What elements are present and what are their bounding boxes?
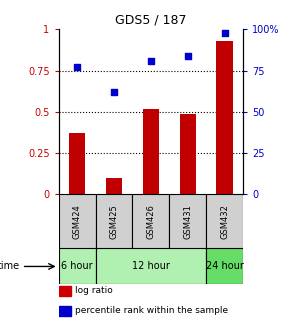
- Bar: [59, 195, 96, 249]
- Bar: [106, 178, 122, 195]
- Text: 6 hour: 6 hour: [61, 262, 93, 271]
- Text: GSM425: GSM425: [110, 204, 118, 239]
- Point: [149, 58, 153, 63]
- Text: GSM424: GSM424: [73, 204, 81, 239]
- Bar: [217, 41, 233, 195]
- Text: time: time: [0, 262, 20, 271]
- Bar: [132, 195, 169, 249]
- Text: 24 hour: 24 hour: [206, 262, 244, 271]
- Bar: [169, 195, 206, 249]
- Point: [75, 65, 79, 70]
- Text: 12 hour: 12 hour: [132, 262, 170, 271]
- Point: [112, 90, 116, 95]
- Bar: [206, 195, 243, 249]
- Bar: [206, 249, 243, 284]
- Bar: [59, 249, 96, 284]
- Point: [222, 30, 227, 35]
- Bar: [96, 195, 132, 249]
- Bar: [96, 249, 206, 284]
- Bar: [69, 133, 85, 195]
- Bar: [143, 109, 159, 195]
- Point: [185, 53, 190, 59]
- Text: GSM431: GSM431: [183, 204, 192, 239]
- Bar: [180, 113, 196, 195]
- Text: percentile rank within the sample: percentile rank within the sample: [75, 305, 228, 315]
- Bar: [59, 306, 71, 316]
- Text: GSM432: GSM432: [220, 204, 229, 239]
- Text: GSM426: GSM426: [146, 204, 155, 239]
- Title: GDS5 / 187: GDS5 / 187: [115, 14, 187, 27]
- Bar: [59, 286, 71, 296]
- Text: log ratio: log ratio: [75, 286, 113, 295]
